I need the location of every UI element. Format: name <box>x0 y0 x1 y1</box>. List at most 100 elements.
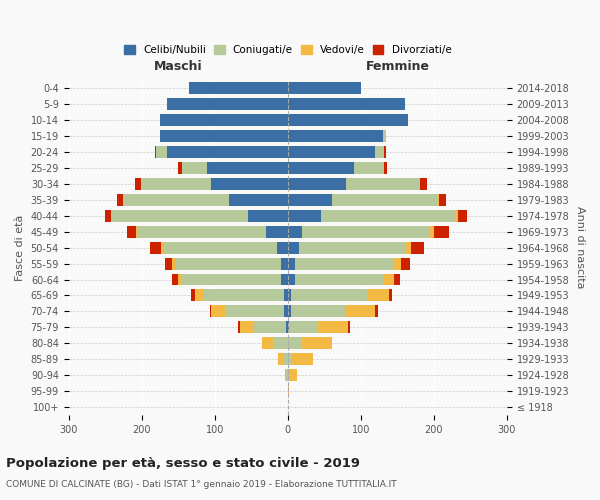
Bar <box>286 370 288 382</box>
Bar <box>284 354 288 366</box>
Bar <box>204 290 288 302</box>
Bar <box>167 98 288 110</box>
Bar <box>288 210 456 222</box>
Bar <box>136 226 288 237</box>
Bar <box>160 130 288 141</box>
Bar <box>178 274 288 285</box>
Bar <box>161 242 288 254</box>
Bar <box>288 194 446 205</box>
Bar <box>288 146 384 158</box>
Y-axis label: Anni di nascita: Anni di nascita <box>575 206 585 289</box>
Bar <box>288 146 386 158</box>
Bar <box>288 194 439 205</box>
Bar <box>155 146 288 158</box>
Bar <box>288 258 401 270</box>
Bar <box>281 274 288 285</box>
Bar <box>288 354 313 366</box>
Bar <box>160 130 288 141</box>
Bar <box>288 370 296 382</box>
Bar <box>288 242 299 254</box>
Bar <box>178 162 288 173</box>
Bar <box>288 178 427 190</box>
Bar <box>262 338 288 349</box>
Bar <box>278 354 288 366</box>
Bar <box>288 386 289 398</box>
Bar <box>288 114 409 126</box>
Bar <box>288 194 332 205</box>
Bar <box>284 306 288 318</box>
Bar <box>288 274 383 285</box>
Bar <box>288 162 353 173</box>
Bar <box>288 114 409 126</box>
Bar <box>141 178 288 190</box>
Bar <box>160 130 288 141</box>
Bar <box>288 370 296 382</box>
Bar <box>172 258 288 270</box>
Bar <box>288 322 350 334</box>
Bar <box>288 242 404 254</box>
Bar <box>288 274 295 285</box>
Bar <box>142 178 288 190</box>
Bar <box>117 194 288 205</box>
Bar <box>288 290 392 302</box>
Bar <box>288 322 289 334</box>
Bar <box>288 306 376 318</box>
Bar <box>189 82 288 94</box>
Bar <box>285 370 288 382</box>
Bar <box>288 274 394 285</box>
Bar <box>208 162 288 173</box>
Bar <box>288 338 302 349</box>
Bar <box>288 114 409 126</box>
Bar <box>111 210 288 222</box>
Bar <box>288 306 292 318</box>
Bar <box>135 178 288 190</box>
Bar <box>124 194 288 205</box>
Bar <box>157 146 288 158</box>
Bar <box>288 146 384 158</box>
Bar <box>175 258 288 270</box>
Bar <box>288 130 386 141</box>
Bar <box>226 306 288 318</box>
Bar <box>209 306 288 318</box>
Bar <box>182 162 288 173</box>
Bar <box>288 290 368 302</box>
Bar <box>288 274 400 285</box>
Bar <box>288 226 434 237</box>
Bar <box>288 162 387 173</box>
Bar <box>189 82 288 94</box>
Bar <box>288 386 289 398</box>
Bar <box>278 354 288 366</box>
Bar <box>238 322 288 334</box>
Bar <box>288 210 458 222</box>
Bar <box>165 258 288 270</box>
Bar <box>288 258 295 270</box>
Bar <box>211 178 288 190</box>
Bar <box>288 306 346 318</box>
Bar <box>288 210 320 222</box>
Bar <box>273 338 288 349</box>
Bar <box>288 258 394 270</box>
Bar <box>189 82 288 94</box>
Bar <box>288 98 404 110</box>
Bar <box>211 306 288 318</box>
Bar <box>288 322 348 334</box>
Bar <box>195 290 288 302</box>
Bar <box>277 242 288 254</box>
Bar <box>288 306 377 318</box>
Bar <box>167 98 288 110</box>
Bar <box>284 290 288 302</box>
Bar <box>288 338 332 349</box>
Bar <box>160 114 288 126</box>
Bar <box>164 242 288 254</box>
Bar <box>288 370 289 382</box>
Bar <box>248 210 288 222</box>
Text: Popolazione per età, sesso e stato civile - 2019: Popolazione per età, sesso e stato civil… <box>6 458 360 470</box>
Bar <box>167 146 288 158</box>
Bar <box>160 130 288 141</box>
Bar <box>151 242 288 254</box>
Bar <box>288 98 404 110</box>
Bar <box>266 226 288 237</box>
Bar <box>288 258 410 270</box>
Bar <box>288 114 409 126</box>
Bar <box>262 338 288 349</box>
